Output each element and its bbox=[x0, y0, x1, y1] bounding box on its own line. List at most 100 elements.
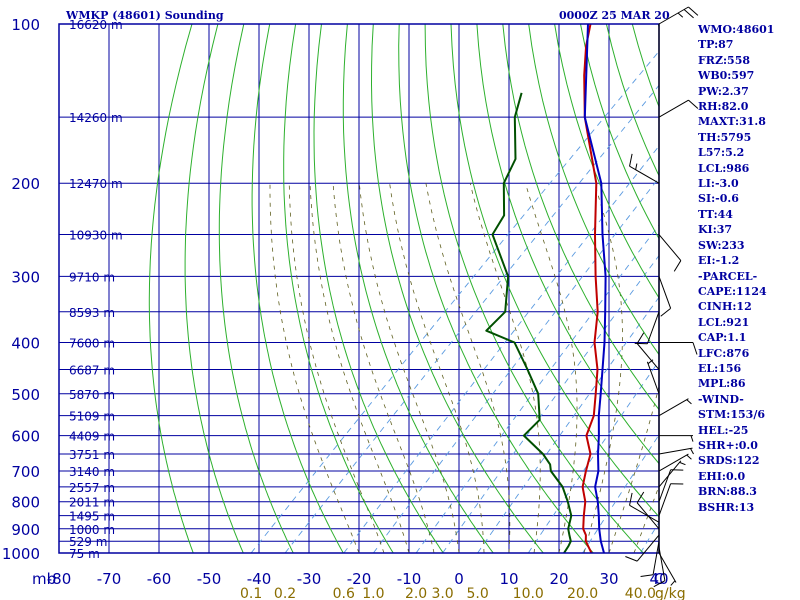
wind-barb-flag bbox=[636, 332, 645, 344]
index-item: KI:37 bbox=[698, 223, 733, 237]
dry-adiabat-line bbox=[398, 24, 594, 553]
wind-barb bbox=[629, 504, 660, 523]
index-item: EHI:0.0 bbox=[698, 469, 746, 483]
index-item: MAXT:31.8 bbox=[698, 115, 766, 129]
index-item: CINH:12 bbox=[698, 300, 752, 314]
dry-adiabat-line bbox=[313, 24, 444, 553]
mixing-ratio-label: 3.0 bbox=[431, 586, 453, 600]
pressure-unit-label: mb bbox=[32, 570, 56, 588]
wind-barb bbox=[629, 165, 660, 184]
pressure-tick-label: 300 bbox=[11, 268, 40, 286]
height-label: 14260 m bbox=[69, 111, 123, 125]
wind-barb bbox=[658, 483, 672, 516]
mixing-ratio-label: 5.0 bbox=[466, 586, 488, 600]
mixing-ratio-label: 10.0 bbox=[513, 586, 544, 600]
mixing-ratio-line bbox=[284, 84, 659, 553]
height-label: 5870 m bbox=[69, 388, 115, 402]
moist-adiabat-line bbox=[583, 183, 623, 553]
pressure-tick-label: 800 bbox=[11, 494, 40, 512]
wind-barbs bbox=[625, 6, 699, 588]
dry-adiabat-line bbox=[342, 24, 494, 553]
temperature-tick-label: -20 bbox=[347, 570, 372, 588]
temperature-tick-label: 30 bbox=[599, 570, 618, 588]
index-item: TH:5795 bbox=[698, 130, 752, 144]
index-item: LI:-3.0 bbox=[698, 177, 739, 191]
height-label: 4409 m bbox=[69, 430, 115, 444]
wind-barb-flag bbox=[629, 492, 633, 506]
height-label: 2011 m bbox=[69, 496, 115, 510]
index-item: CAPE:1124 bbox=[698, 284, 767, 298]
height-label: 1000 m bbox=[69, 523, 115, 537]
index-item: TT:44 bbox=[698, 207, 733, 221]
mixing-ratio-label: 40.0 bbox=[625, 586, 656, 600]
wind-barb bbox=[658, 460, 682, 488]
pressure-tick-label: 1000 bbox=[2, 545, 40, 563]
dewpoint-line bbox=[485, 92, 573, 553]
mixing-ratio-line bbox=[250, 50, 659, 553]
wind-barb bbox=[658, 6, 689, 25]
mixing-ratio-label: 0.2 bbox=[274, 586, 296, 600]
dry-adiabat-line bbox=[528, 24, 659, 356]
wind-barb bbox=[646, 361, 660, 394]
wind-barb bbox=[658, 453, 689, 472]
wind-barb-flag bbox=[679, 461, 686, 466]
moist-adiabat-line bbox=[525, 183, 578, 553]
temperature-unit-label: C bbox=[654, 570, 664, 588]
dry-adiabat-line bbox=[218, 24, 294, 553]
pressure-tick-label: 500 bbox=[11, 386, 40, 404]
dry-adiabat-line bbox=[251, 24, 344, 553]
wind-barb-flag bbox=[670, 580, 676, 586]
index-item: LCL:986 bbox=[698, 161, 750, 175]
index-item: MPL:86 bbox=[698, 377, 746, 391]
wind-barb-flag bbox=[683, 9, 694, 19]
dry-adiabat-line bbox=[424, 24, 644, 553]
dry-adiabat-line bbox=[554, 24, 659, 299]
mixing-ratio-label: 2.0 bbox=[405, 586, 427, 600]
wind-barb bbox=[646, 311, 660, 344]
index-item: SI:-0.6 bbox=[698, 192, 739, 206]
wind-barb-flag bbox=[629, 153, 633, 167]
temperature-tick-label: -10 bbox=[397, 570, 422, 588]
dry-adiabat-line bbox=[283, 24, 394, 553]
height-label: 3751 m bbox=[69, 448, 115, 462]
mixing-ratio-label: 0.1 bbox=[240, 586, 262, 600]
index-item: -WIND- bbox=[698, 392, 744, 406]
wind-barb bbox=[658, 552, 677, 583]
wind-barb-flag bbox=[647, 359, 654, 365]
index-item: -PARCEL- bbox=[698, 269, 758, 283]
temperature-tick-label: -40 bbox=[247, 570, 272, 588]
wind-barb-flag bbox=[688, 99, 699, 109]
wind-barb-flag bbox=[673, 260, 682, 272]
moist-adiabat-line bbox=[469, 183, 541, 553]
wind-barb-flag bbox=[677, 12, 684, 18]
index-item: FRZ:558 bbox=[698, 53, 751, 67]
index-item: SW:233 bbox=[698, 238, 745, 252]
temperature-tick-label: 20 bbox=[549, 570, 568, 588]
temperature-tick-label: -30 bbox=[297, 570, 322, 588]
plot-frame bbox=[58, 23, 660, 554]
height-label: 6687 m bbox=[69, 364, 115, 378]
temperature-tick-label: -60 bbox=[147, 570, 172, 588]
index-item: SHR+:0.0 bbox=[698, 438, 758, 452]
index-item: LFC:876 bbox=[698, 346, 750, 360]
wind-barb bbox=[658, 547, 666, 581]
height-label: 3140 m bbox=[69, 465, 115, 479]
isotherm-lines bbox=[59, 24, 659, 553]
height-label: 7600 m bbox=[69, 336, 115, 350]
moist-adiabat-line bbox=[425, 183, 511, 553]
sounding-profiles bbox=[485, 24, 607, 553]
mixing-ratio-line bbox=[415, 224, 659, 553]
index-item: STM:153/6 bbox=[698, 408, 765, 422]
pressure-tick-label: 600 bbox=[11, 428, 40, 446]
index-item: EI:-1.2 bbox=[698, 254, 740, 268]
wind-barb-flag bbox=[635, 163, 638, 170]
wind-barb-flag bbox=[690, 448, 694, 455]
height-label: 8593 m bbox=[69, 306, 115, 320]
index-item: SRDS:122 bbox=[698, 454, 760, 468]
wind-barb-flag bbox=[640, 574, 654, 578]
index-item: LCL:921 bbox=[698, 315, 750, 329]
index-item: L57:5.2 bbox=[698, 146, 745, 160]
wind-barb-flag bbox=[690, 435, 694, 442]
wind-barb bbox=[652, 541, 660, 575]
